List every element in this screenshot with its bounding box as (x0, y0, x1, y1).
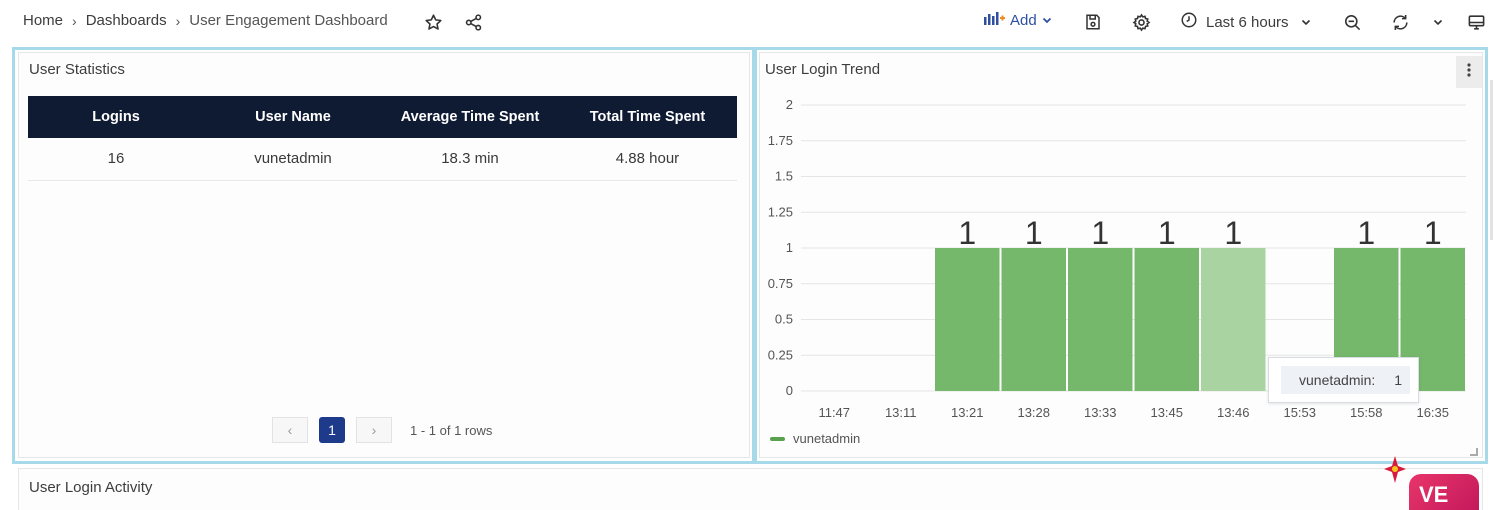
add-button[interactable]: Add (983, 11, 1052, 29)
chart-tooltip: vunetadmin: 1 (1268, 357, 1419, 403)
zoom-out-icon[interactable] (1341, 11, 1363, 33)
chart-bar[interactable] (1201, 248, 1266, 391)
cell-total-time-spent: 4.88 hour (558, 138, 737, 181)
chart-bar[interactable] (935, 248, 1000, 391)
user-login-activity-title: User Login Activity (29, 479, 153, 496)
save-icon[interactable] (1082, 11, 1104, 33)
table-header-row: Logins User Name Average Time Spent Tota… (28, 96, 737, 138)
legend-item-vunetadmin[interactable]: vunetadmin (793, 431, 861, 446)
refresh-options-chevron-icon[interactable] (1427, 11, 1449, 33)
time-range-picker[interactable]: Last 6 hours (1180, 11, 1311, 33)
bar-data-label: 1 (958, 215, 976, 251)
y-tick-label: 0.5 (775, 312, 793, 327)
y-tick-label: 2 (786, 97, 793, 112)
y-tick-label: 1.25 (768, 204, 793, 219)
x-tick-label: 13:21 (951, 405, 984, 420)
time-range-label: Last 6 hours (1206, 13, 1289, 31)
legend-swatch (770, 436, 785, 441)
chart-legend: vunetadmin (770, 431, 860, 446)
chart-bar[interactable] (1134, 248, 1200, 391)
y-tick-label: 1.5 (775, 169, 793, 184)
breadcrumb-home[interactable]: Home (23, 12, 64, 29)
star-icon[interactable] (422, 11, 444, 33)
panel-menu-button[interactable] (1456, 56, 1482, 88)
tv-mode-icon[interactable] (1465, 11, 1487, 33)
bar-data-label: 1 (1357, 215, 1375, 251)
bar-data-label: 1 (1091, 215, 1109, 251)
x-tick-label: 15:53 (1283, 405, 1316, 420)
user-statistics-table: Logins User Name Average Time Spent Tota… (28, 96, 737, 181)
column-header-total-time-spent[interactable]: Total Time Spent (558, 96, 737, 138)
chevron-down-icon (1042, 12, 1052, 29)
settings-icon[interactable] (1130, 11, 1152, 33)
clock-icon (1180, 11, 1198, 33)
chart-bar[interactable] (1068, 248, 1133, 391)
x-tick-label: 11:47 (818, 405, 850, 420)
refresh-icon[interactable] (1389, 11, 1411, 33)
bar-data-label: 1 (1158, 215, 1176, 251)
column-header-user-name[interactable]: User Name (204, 96, 382, 138)
table-row: 16 vunetadmin 18.3 min 4.88 hour (28, 138, 737, 181)
add-button-label: Add (1010, 11, 1037, 29)
breadcrumb-separator: › (72, 12, 77, 29)
y-tick-label: 1 (786, 240, 793, 255)
more-vertical-icon (1467, 62, 1471, 82)
page-1-button[interactable]: 1 (319, 417, 345, 443)
brand-logo[interactable]: VE (1409, 474, 1479, 510)
breadcrumb-separator: › (175, 12, 181, 29)
cell-user-name: vunetadmin (204, 138, 382, 181)
bar-data-label: 1 (1224, 215, 1242, 251)
assistant-pin-icon[interactable] (1384, 456, 1406, 489)
scrollbar[interactable] (1490, 80, 1493, 240)
pagination-info: 1 - 1 of 1 rows (410, 422, 493, 438)
x-tick-label: 13:46 (1217, 405, 1250, 420)
next-page-button[interactable]: › (356, 417, 392, 443)
bar-data-label: 1 (1424, 215, 1442, 251)
user-statistics-title: User Statistics (29, 61, 125, 78)
column-header-logins[interactable]: Logins (28, 96, 204, 138)
resize-handle[interactable] (1470, 448, 1478, 456)
column-header-average-time-spent[interactable]: Average Time Spent (382, 96, 558, 138)
tooltip-label: vunetadmin: (1299, 372, 1376, 388)
tooltip-row: vunetadmin: 1 (1281, 366, 1410, 394)
cell-average-time-spent: 18.3 min (382, 138, 558, 181)
x-tick-label: 13:11 (885, 405, 917, 420)
y-tick-label: 0 (786, 383, 793, 398)
top-bar: Home › Dashboards › User Engagement Dash… (0, 0, 1494, 44)
y-tick-label: 0.25 (768, 347, 793, 362)
pagination: ‹ 1 › 1 - 1 of 1 rows (272, 417, 492, 443)
x-tick-label: 13:33 (1084, 405, 1117, 420)
user-login-trend-title: User Login Trend (765, 61, 881, 78)
x-tick-label: 16:35 (1416, 405, 1449, 420)
chart-add-icon (983, 11, 1005, 29)
cell-logins: 16 (28, 138, 204, 181)
y-tick-label: 0.75 (768, 276, 793, 291)
y-tick-label: 1.75 (768, 133, 793, 148)
breadcrumb-dashboards[interactable]: Dashboards (85, 12, 167, 29)
share-icon[interactable] (462, 11, 484, 33)
panel-highlight-user-statistics (12, 47, 755, 464)
breadcrumb: Home › Dashboards › User Engagement Dash… (23, 12, 388, 29)
panel-highlight-user-login-trend (754, 47, 1488, 464)
x-tick-label: 13:28 (1017, 405, 1050, 420)
chart-bar[interactable] (1001, 248, 1067, 391)
tooltip-value: 1 (1394, 372, 1402, 388)
x-tick-label: 13:45 (1150, 405, 1183, 420)
page-title: User Engagement Dashboard (189, 12, 388, 29)
x-tick-label: 15:58 (1350, 405, 1383, 420)
previous-page-button[interactable]: ‹ (272, 417, 308, 443)
chevron-down-icon (1301, 14, 1311, 31)
user-login-activity-panel (18, 468, 1483, 510)
bar-data-label: 1 (1025, 215, 1043, 251)
